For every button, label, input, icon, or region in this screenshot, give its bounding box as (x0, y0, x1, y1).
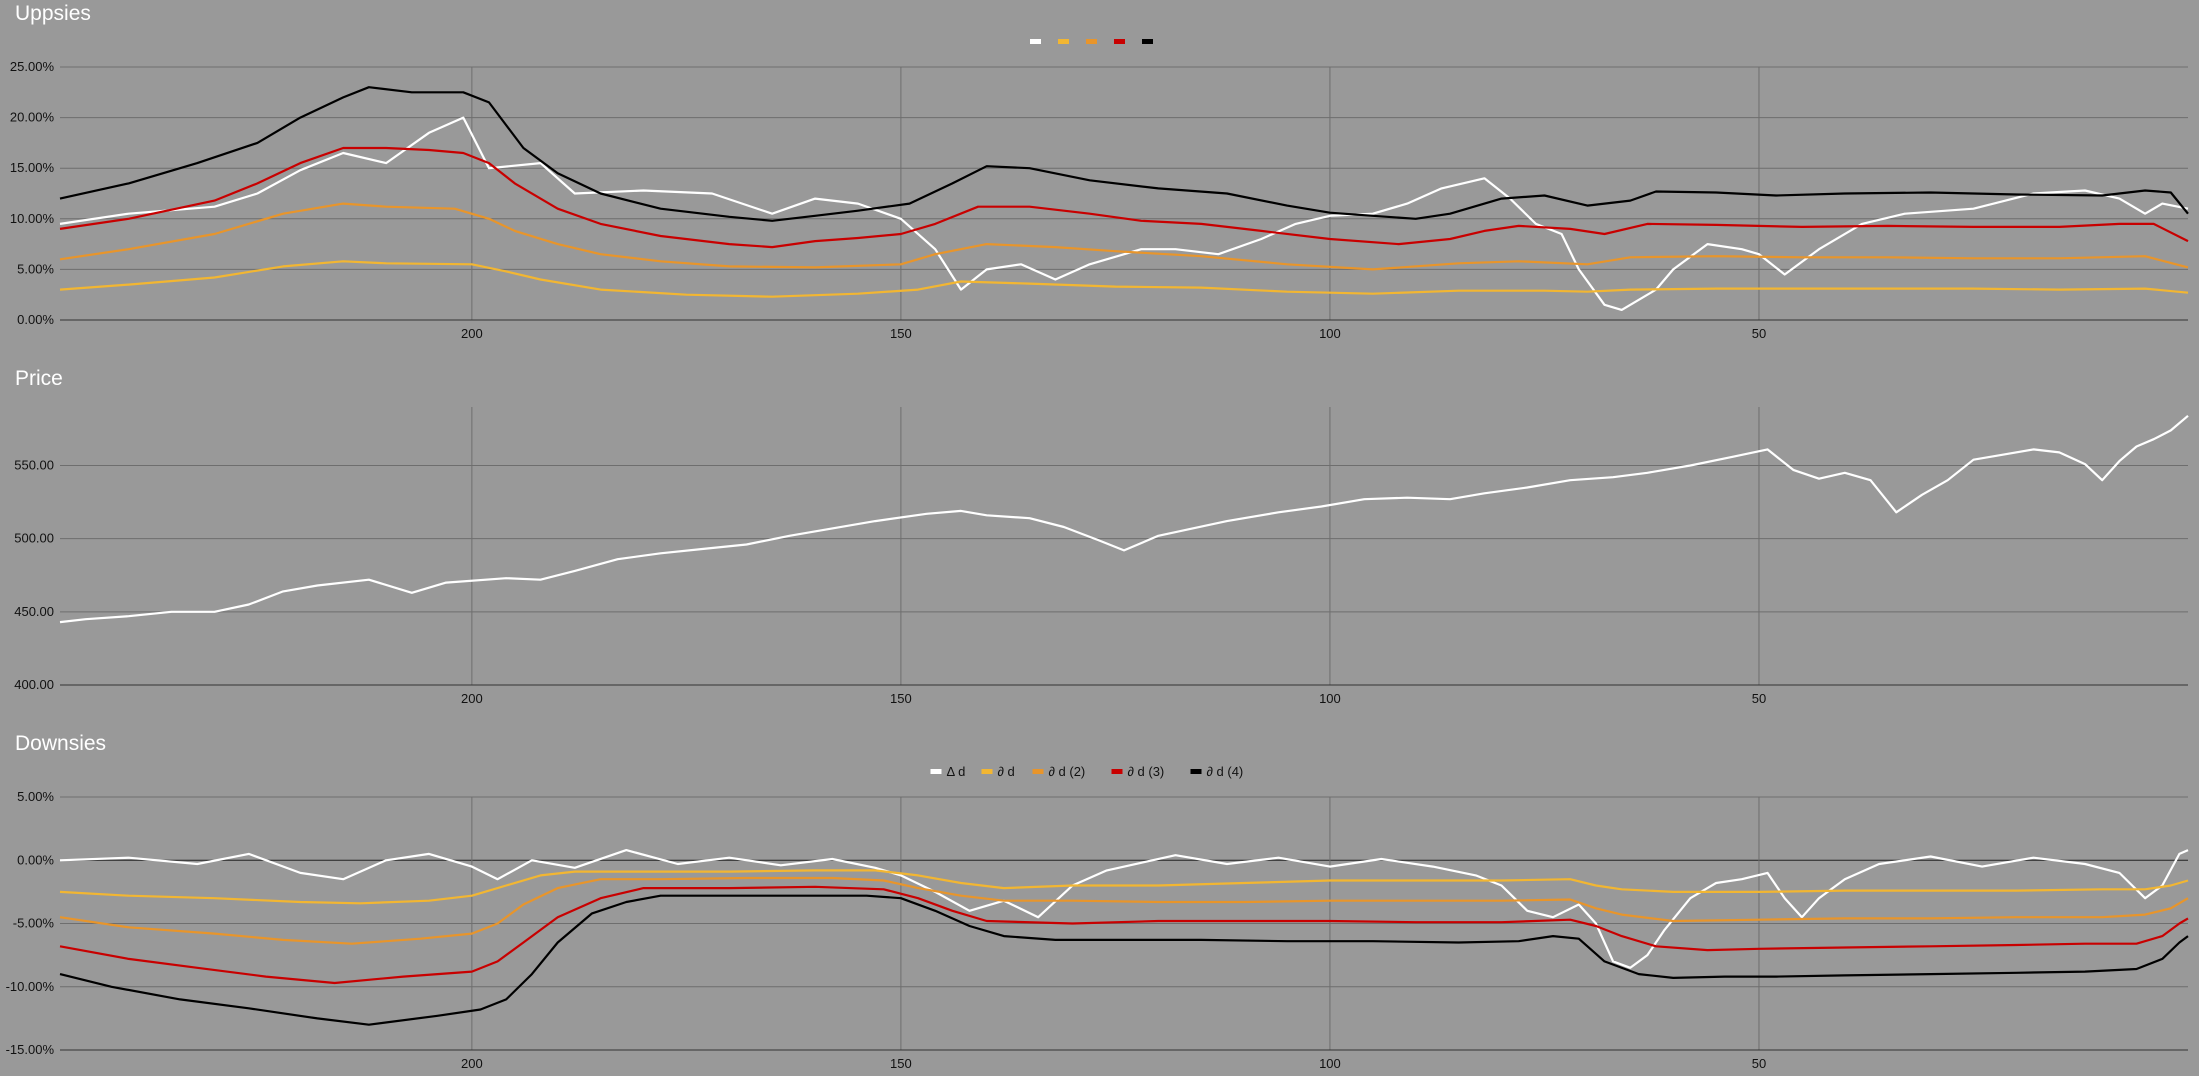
legend-swatch (1032, 769, 1044, 774)
legend-swatch (981, 769, 993, 774)
series-line-2 (59, 260, 2189, 298)
y-tick-label: 500.00 (14, 531, 54, 546)
y-tick-label: 25.00% (10, 59, 55, 74)
series-line-5 (59, 86, 2189, 222)
legend-label: ∂ d (3) (1128, 764, 1165, 779)
y-tick-label: 5.00% (17, 789, 54, 804)
series-line-1 (59, 849, 2189, 969)
x-tick-label: 100 (1319, 1056, 1341, 1071)
legend-swatch (1086, 39, 1097, 44)
y-tick-label: 400.00 (14, 677, 54, 692)
series-line-2 (59, 869, 2189, 905)
uppsies-chart: 0.00% 5.00% 10.00% 15.00% 20.00% 25.00% 200 150… (10, 39, 2189, 341)
x-tick-label: 200 (461, 691, 483, 706)
x-tick-label: 150 (890, 691, 912, 706)
series-line-1 (59, 414, 2189, 624)
legend-swatch (1111, 769, 1123, 774)
legend-label: ∂ d (998, 764, 1015, 779)
y-tick-label: 0.00% (17, 312, 54, 327)
legend-swatch (1030, 39, 1041, 44)
legend-label: ∂ d (2) (1049, 764, 1086, 779)
y-tick-label: 5.00% (17, 261, 54, 276)
downsies-panel: Downsies -15.00% -10.00% -5.00% 0.00% 5.00% 2… (0, 730, 2199, 1076)
uppsies-title: Uppsies (15, 2, 91, 25)
legend-swatch (1142, 39, 1153, 44)
legend-label: ∂ d (4) (1207, 764, 1244, 779)
x-tick-label: 100 (1319, 326, 1341, 341)
downsies-title: Downsies (15, 732, 107, 755)
x-tick-label: 150 (890, 326, 912, 341)
x-tick-label: 50 (1752, 1056, 1766, 1071)
x-tick-label: 200 (461, 326, 483, 341)
price-title: Price (15, 367, 63, 390)
x-tick-label: 200 (461, 1056, 483, 1071)
x-tick-label: 50 (1752, 691, 1766, 706)
downsies-chart: -15.00% -10.00% -5.00% 0.00% 5.00% 200 150 100 5… (6, 764, 2189, 1071)
legend-swatch (1058, 39, 1069, 44)
y-tick-label: 20.00% (10, 110, 55, 125)
y-tick-label: -10.00% (6, 979, 55, 994)
y-tick-label: 10.00% (10, 211, 55, 226)
price-panel: Price 400.00 450.00 500.00 550.00 200 150 100 5… (0, 365, 2199, 730)
legend-label: Δ d (947, 764, 966, 779)
price-chart: 400.00 450.00 500.00 550.00 200 150 100 50 (14, 407, 2189, 706)
series-line-5 (59, 894, 2189, 1026)
x-tick-label: 50 (1752, 326, 1766, 341)
legend-swatch (930, 769, 942, 774)
series-line-3 (59, 202, 2189, 271)
y-tick-label: 0.00% (17, 852, 54, 867)
y-tick-label: 15.00% (10, 160, 55, 175)
y-tick-label: 450.00 (14, 604, 54, 619)
series-line-3 (59, 876, 2189, 945)
x-tick-label: 100 (1319, 691, 1341, 706)
y-tick-label: -15.00% (6, 1042, 55, 1057)
series-line-4 (59, 885, 2189, 985)
legend-swatch (1190, 769, 1202, 774)
y-tick-label: -5.00% (13, 916, 55, 931)
x-tick-label: 150 (890, 1056, 912, 1071)
series-line-1 (59, 116, 2189, 311)
series-line-4 (59, 146, 2189, 249)
y-tick-label: 550.00 (14, 458, 54, 473)
uppsies-panel: Uppsies 0.00% 5.00% 10.00% 15.00% 20.00% 25.0… (0, 0, 2199, 365)
legend-swatch (1114, 39, 1125, 44)
